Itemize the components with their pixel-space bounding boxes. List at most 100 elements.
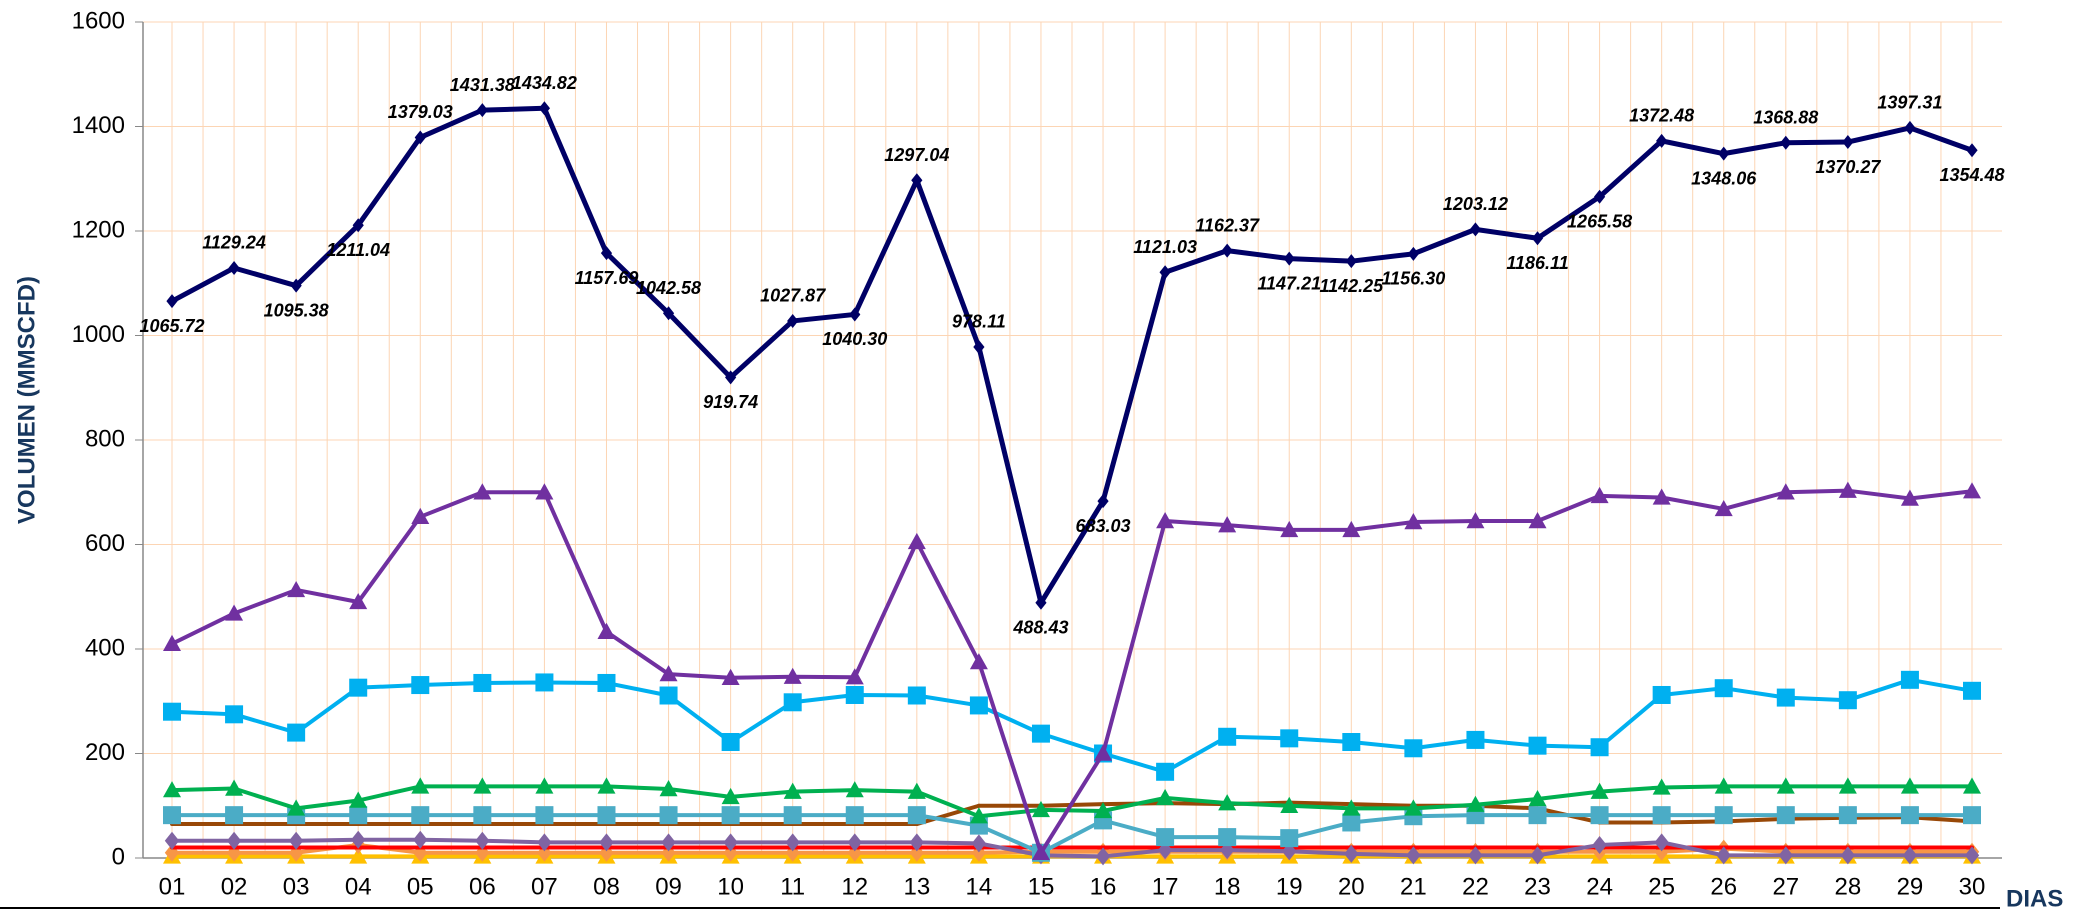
marker [1902, 846, 1918, 865]
x-tick-label: 11 [780, 873, 805, 900]
data-label: 1142.25 [1319, 276, 1384, 296]
marker [1900, 806, 1919, 825]
marker [723, 833, 738, 852]
marker [1778, 846, 1793, 865]
y-tick-label: 200 [85, 739, 125, 766]
marker [1218, 727, 1237, 746]
x-tick-label: 10 [717, 873, 744, 900]
x-tick-label: 21 [1400, 873, 1427, 900]
data-label: 1129.24 [202, 233, 266, 253]
series-line [172, 813, 1972, 855]
data-label: 488.43 [1012, 618, 1068, 638]
data-label: 1040.30 [822, 329, 887, 349]
marker [845, 781, 864, 798]
x-tick-label: 20 [1338, 873, 1365, 900]
marker [411, 806, 430, 825]
data-label: 1431.38 [450, 75, 515, 95]
marker [597, 777, 616, 794]
marker [1963, 806, 1981, 825]
marker [1652, 778, 1671, 795]
data-label: 1147.21 [1257, 273, 1321, 293]
marker [290, 278, 302, 293]
marker [1776, 806, 1795, 825]
marker [226, 843, 242, 862]
marker [1592, 835, 1607, 854]
marker [721, 787, 740, 805]
marker [1280, 729, 1299, 748]
data-label: 919.74 [703, 392, 758, 412]
series-line [171, 488, 1973, 855]
marker [1838, 777, 1857, 794]
y-tick-label: 600 [85, 530, 125, 557]
marker [1342, 733, 1361, 752]
marker [414, 130, 426, 145]
marker [226, 831, 242, 850]
marker [1466, 730, 1485, 749]
marker [1345, 254, 1357, 269]
data-label: 1372.48 [1629, 106, 1694, 126]
marker [349, 592, 368, 610]
marker [1342, 520, 1361, 538]
marker [1031, 724, 1050, 743]
marker [476, 103, 488, 118]
x-tick-label: 26 [1710, 873, 1737, 900]
marker [661, 833, 676, 852]
marker [1528, 806, 1547, 825]
marker [225, 705, 244, 724]
marker [1280, 796, 1299, 813]
marker [845, 806, 864, 825]
marker [1838, 691, 1857, 710]
marker [1900, 670, 1919, 689]
data-label: 1203.12 [1443, 194, 1508, 214]
marker [971, 834, 987, 853]
data-label: 1370.27 [1815, 157, 1881, 177]
marker [163, 781, 181, 798]
x-tick-label: 30 [1959, 873, 1986, 900]
marker [349, 678, 368, 697]
series-line [172, 837, 1972, 859]
marker [969, 696, 988, 715]
marker [475, 831, 490, 850]
marker [1218, 828, 1237, 847]
marker [1776, 688, 1795, 707]
data-label: 1211.04 [326, 240, 390, 260]
x-tick-label: 23 [1524, 873, 1551, 900]
marker [1528, 736, 1547, 755]
x-tick-label: 19 [1276, 873, 1303, 900]
marker [1652, 685, 1671, 704]
x-tick-label: 28 [1835, 873, 1862, 900]
marker [721, 668, 740, 685]
marker [1156, 788, 1175, 806]
data-label: 1162.37 [1195, 215, 1260, 235]
marker [1776, 777, 1795, 794]
marker [1407, 246, 1419, 261]
marker [1094, 744, 1113, 761]
marker [1218, 794, 1237, 811]
x-tick-label: 12 [841, 873, 868, 900]
marker [849, 307, 861, 322]
marker [845, 668, 864, 685]
marker [1280, 520, 1299, 538]
marker [599, 833, 614, 852]
marker [1590, 806, 1609, 825]
marker [1842, 135, 1854, 150]
marker [1590, 782, 1609, 799]
marker [1031, 800, 1050, 818]
marker [1963, 777, 1981, 794]
marker [1718, 146, 1730, 161]
marker [1531, 231, 1544, 246]
marker [659, 665, 678, 682]
marker [969, 653, 988, 670]
x-tick-label: 04 [345, 873, 372, 900]
series-line [170, 105, 1973, 606]
marker [909, 843, 925, 862]
marker [847, 833, 862, 852]
marker [783, 782, 802, 799]
marker [1716, 846, 1731, 865]
y-tick-label: 400 [85, 634, 125, 661]
x-tick-label: 05 [407, 873, 434, 900]
marker [1097, 494, 1109, 509]
marker [597, 673, 616, 692]
marker [1528, 789, 1547, 807]
x-tick-label: 08 [593, 873, 620, 900]
